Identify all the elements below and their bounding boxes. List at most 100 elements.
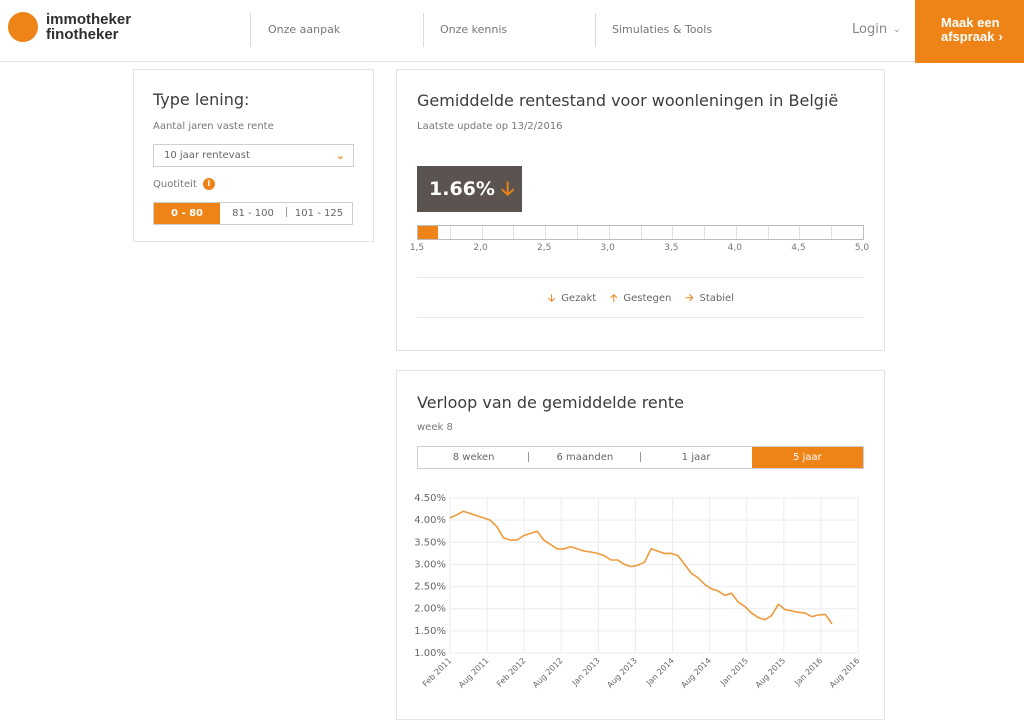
- current-rate-card: Gemiddelde rentestand voor woonleningen …: [396, 69, 885, 351]
- rate-scale-fill: [418, 226, 439, 239]
- rate-history-title: Verloop van de gemiddelde rente: [417, 393, 685, 412]
- x-tick-label: Jan 2016: [792, 656, 824, 688]
- scale-label: 2,0: [473, 243, 488, 253]
- rate-value-box: 1.66% 🡣: [417, 166, 522, 212]
- x-tick-label: Aug 2015: [754, 656, 788, 690]
- period-tabs: 8 weken 6 maanden 1 jaar 5 jaar: [417, 446, 864, 469]
- rate-history-chart: 4.50% 4.00% 3.50% 3.00% 2.50% 2.00% 1.50% 1.00%…: [414, 493, 862, 690]
- quotity-option-101-125[interactable]: 101 - 125: [294, 208, 344, 219]
- loan-type-card: Type lening: Aantal jaren vaste rente 10…: [133, 69, 374, 242]
- scale-tick: [704, 226, 706, 239]
- y-tick-label: 3.00%: [414, 559, 446, 570]
- make-appointment-button[interactable]: Maak een afspraak ›: [915, 0, 1024, 63]
- login-dropdown[interactable]: Login ⌄: [852, 22, 901, 37]
- scale-tick: [513, 226, 515, 239]
- cta-line-2: afspraak: [941, 29, 995, 44]
- nav-divider: [595, 13, 596, 47]
- scale-tick: [672, 226, 674, 239]
- fixed-years-label: Aantal jaren vaste rente: [153, 121, 274, 132]
- y-tick-label: 2.00%: [414, 604, 446, 615]
- tab-5-jaar[interactable]: 5 jaar: [751, 447, 863, 468]
- logo-line-1: immotheker: [46, 11, 132, 28]
- arrow-right-icon: 🡢: [685, 293, 694, 304]
- fixed-years-select[interactable]: 10 jaar rentevast ⌄: [153, 144, 354, 167]
- arrow-down-icon: 🡣: [548, 293, 556, 304]
- nav-onze-kennis[interactable]: Onze kennis: [440, 23, 508, 36]
- y-tick-label: 4.00%: [414, 515, 446, 526]
- legend-gezakt: 🡣 Gezakt: [548, 291, 596, 308]
- nav-onze-aanpak[interactable]: Onze aanpak: [268, 23, 341, 36]
- rate-scale-bar: [417, 225, 864, 240]
- logo-line-2: finotheker: [46, 26, 119, 43]
- x-tick-label: Feb 2011: [421, 656, 454, 689]
- x-tick-label: Aug 2016: [828, 656, 862, 690]
- scale-label: 2,5: [536, 243, 552, 253]
- legend-gestegen: 🡡 Gestegen: [610, 291, 671, 308]
- y-tick-label: 4.50%: [414, 493, 446, 504]
- scale-tick: [545, 226, 547, 239]
- y-tick-label: 3.50%: [414, 537, 446, 548]
- y-tick-label: 1.00%: [414, 648, 446, 659]
- rate-history-line: [449, 510, 833, 625]
- x-tick-label: Aug 2013: [605, 656, 639, 690]
- quotity-option-0-80[interactable]: 0 - 80: [154, 203, 220, 224]
- x-tick-label: Feb 2012: [495, 656, 528, 689]
- segment-divider: [286, 207, 287, 217]
- scale-label: 4,5: [791, 243, 806, 253]
- logo-circle-icon: [8, 12, 38, 42]
- x-tick-label: Jan 2014: [644, 656, 676, 688]
- tab-divider: [528, 452, 529, 462]
- fixed-years-value: 10 jaar rentevast: [164, 150, 250, 161]
- nav-divider: [423, 13, 424, 47]
- scale-tick: [735, 226, 737, 239]
- scale-label: 3,0: [600, 243, 615, 253]
- tab-1-jaar[interactable]: 1 jaar: [681, 452, 711, 463]
- scale-label: 5,0: [854, 243, 870, 253]
- scale-tick: [449, 226, 451, 239]
- tab-6-maanden[interactable]: 6 maanden: [556, 452, 614, 463]
- rate-legend: 🡣 Gezakt 🡡 Gestegen 🡢 Stabiel: [397, 291, 885, 308]
- x-tick-label: Aug 2011: [457, 656, 491, 690]
- chart-plot-area: [449, 497, 859, 654]
- quotity-label-row: Quotiteit i: [153, 178, 215, 190]
- tab-8-weken[interactable]: 8 weken: [452, 452, 495, 463]
- legend-label: Gezakt: [561, 293, 597, 304]
- divider: [417, 317, 864, 318]
- x-tick-label: Aug 2014: [679, 656, 713, 690]
- nav-simulaties-tools[interactable]: Simulaties & Tools: [612, 23, 713, 36]
- x-tick-label: Aug 2012: [531, 656, 565, 690]
- scale-tick: [608, 226, 610, 239]
- top-header: immotheker finotheker Onze aanpak Onze k…: [0, 0, 1024, 63]
- quotity-option-81-100[interactable]: 81 - 100: [232, 208, 274, 219]
- scale-tick: [767, 226, 769, 239]
- y-tick-label: 1.50%: [414, 626, 446, 637]
- loan-type-title: Type lening:: [153, 90, 250, 109]
- legend-label: Gestegen: [623, 293, 672, 304]
- scale-tick: [831, 226, 833, 239]
- x-tick-label: Jan 2015: [718, 656, 750, 688]
- scale-label: 1,5: [409, 243, 425, 253]
- chevron-right-icon: ›: [998, 29, 1003, 44]
- chevron-down-icon: ⌄: [893, 24, 901, 35]
- nav-divider: [250, 13, 251, 47]
- rate-history-card: Verloop van de gemiddelde rente week 8 8…: [396, 370, 885, 720]
- scale-tick: [640, 226, 642, 239]
- scale-tick: [481, 226, 483, 239]
- quotity-label: Quotiteit: [153, 179, 197, 190]
- last-update: Laatste update op 13/2/2016: [417, 121, 563, 132]
- y-tick-label: 2.50%: [414, 582, 446, 593]
- legend-stabiel: 🡢 Stabiel: [685, 291, 734, 308]
- scale-tick: [799, 226, 801, 239]
- cta-line-1: Maak een: [941, 15, 1000, 30]
- arrow-up-icon: 🡡: [610, 293, 618, 304]
- scale-tick: [576, 226, 578, 239]
- scale-label: 4,0: [727, 243, 743, 253]
- logo[interactable]: immotheker finotheker: [8, 12, 131, 42]
- tab-divider: [640, 452, 641, 462]
- chevron-down-icon: ⌄: [335, 149, 345, 162]
- arrow-down-icon: 🡣: [500, 178, 515, 200]
- rate-value: 1.66%: [429, 178, 495, 200]
- info-icon[interactable]: i: [202, 178, 215, 190]
- current-rate-title: Gemiddelde rentestand voor woonleningen …: [417, 91, 839, 110]
- login-label: Login: [852, 22, 888, 37]
